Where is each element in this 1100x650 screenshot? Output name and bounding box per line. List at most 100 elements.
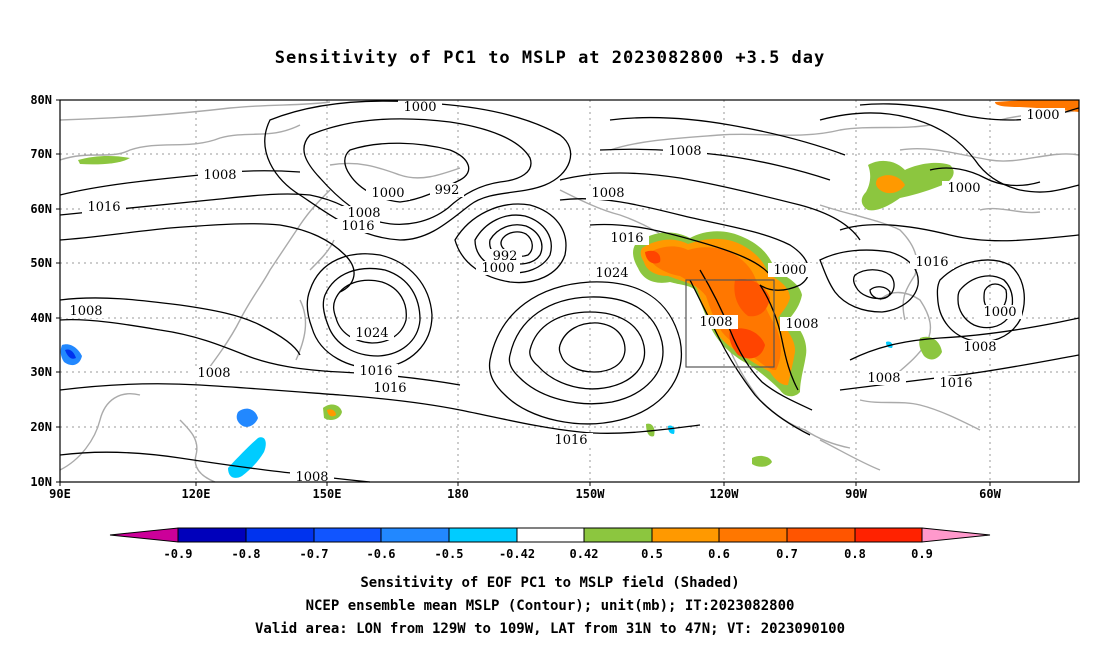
contour-label: 1000 — [1021, 108, 1065, 123]
svg-text:1008: 1008 — [591, 186, 624, 201]
contour-label: 1008 — [862, 371, 906, 386]
contour-label: 1016 — [82, 200, 126, 215]
colorbar-label: 0.9 — [911, 547, 933, 561]
colorbar-segment — [448, 527, 518, 543]
contour-label: 1008 — [198, 168, 242, 183]
lat-label: 30N — [30, 365, 52, 379]
contour-label: 1008 — [192, 366, 236, 381]
colorbar-segment — [583, 527, 653, 543]
lat-label: 10N — [30, 475, 52, 489]
lon-label: 150E — [313, 487, 342, 501]
svg-text:1008: 1008 — [963, 340, 996, 355]
colorbar: -0.9 -0.8 -0.7 -0.6 -0.5 -0.42 0.42 0.5 … — [109, 527, 991, 561]
lon-label: 120E — [182, 487, 211, 501]
contour-label: 1000 — [366, 186, 410, 201]
colorbar-label: 0.42 — [570, 547, 599, 561]
plot-frame — [59, 99, 1080, 483]
svg-text:1016: 1016 — [610, 231, 643, 246]
contour-label: 1008 — [342, 206, 386, 221]
svg-text:1000: 1000 — [983, 305, 1016, 320]
contour-label: 992 — [488, 249, 522, 264]
svg-text:1000: 1000 — [773, 263, 806, 278]
svg-text:1008: 1008 — [867, 371, 900, 386]
lat-label: 70N — [30, 147, 52, 161]
contour-label: 1008 — [694, 315, 738, 330]
svg-text:1008: 1008 — [295, 470, 328, 485]
contour-label: 1016 — [368, 381, 412, 396]
lon-label: 90W — [845, 487, 867, 501]
colorbar-label: -0.42 — [499, 547, 535, 561]
svg-text:1008: 1008 — [347, 206, 380, 221]
svg-text:1024: 1024 — [595, 266, 628, 281]
svg-text:1016: 1016 — [939, 376, 972, 391]
contour-label: 1008 — [780, 317, 824, 332]
contour-label: 1000 — [476, 261, 520, 276]
lon-label: 180 — [447, 487, 469, 501]
lat-axis-labels: 10N 20N 30N 40N 50N 60N 70N 80N — [30, 93, 52, 489]
colorbar-label: 0.8 — [844, 547, 866, 561]
colorbar-label: -0.6 — [367, 547, 396, 561]
lat-label: 50N — [30, 256, 52, 270]
svg-text:1016: 1016 — [341, 219, 374, 234]
colorbar-label: -0.8 — [232, 547, 261, 561]
contour-label: 1016 — [336, 219, 380, 234]
lat-label: 80N — [30, 93, 52, 107]
footer-line-3: Valid area: LON from 129W to 109W, LAT f… — [254, 621, 845, 637]
svg-text:1000: 1000 — [403, 100, 436, 115]
colorbar-segment — [718, 527, 788, 543]
svg-text:992: 992 — [435, 183, 460, 198]
contour-label: 1008 — [958, 340, 1002, 355]
colorbar-label: 0.6 — [708, 547, 730, 561]
colorbar-segment — [854, 527, 923, 543]
contour-label: 1008 — [64, 304, 108, 319]
svg-text:1016: 1016 — [87, 200, 120, 215]
contour-label: 1016 — [605, 231, 649, 246]
svg-text:1008: 1008 — [197, 366, 230, 381]
valid-area-box — [685, 279, 775, 368]
contour-label: 1008 — [663, 144, 707, 159]
svg-text:992: 992 — [493, 249, 518, 264]
svg-text:1008: 1008 — [203, 168, 236, 183]
colorbar-segment — [245, 527, 315, 543]
contour-label: 1008 — [290, 470, 334, 485]
contour-label: 1000 — [768, 263, 812, 278]
colorbar-low-triangle — [109, 527, 179, 543]
lon-axis-labels: 90E 120E 150E 180 150W 120W 90W 60W — [49, 487, 1001, 501]
svg-text:1008: 1008 — [69, 304, 102, 319]
contour-labels: 1000 1008 992 1008 1000 1008 1016 1008 1… — [64, 100, 1065, 485]
lon-label: 60W — [979, 487, 1001, 501]
svg-text:1024: 1024 — [355, 326, 388, 341]
contour-label: 1016 — [549, 433, 593, 448]
lon-label: 150W — [576, 487, 606, 501]
lat-label: 40N — [30, 311, 52, 325]
contour-label: 1016 — [354, 364, 398, 379]
svg-text:1000: 1000 — [371, 186, 404, 201]
map-title: Sensitivity of PC1 to MSLP at 2023082800… — [274, 48, 826, 68]
contour-label: 1000 — [398, 100, 442, 115]
contour-label: 1024 — [350, 326, 394, 341]
svg-text:1008: 1008 — [785, 317, 818, 332]
svg-text:1016: 1016 — [915, 255, 948, 270]
colorbar-segment — [380, 527, 450, 543]
plot-area — [60, 100, 1079, 482]
svg-text:1008: 1008 — [699, 315, 732, 330]
lat-label: 20N — [30, 420, 52, 434]
shaded-sensitivity — [60, 99, 1079, 478]
contour-label: 1000 — [978, 305, 1022, 320]
contour-label: 1024 — [590, 266, 634, 281]
colorbar-high-triangle — [921, 527, 991, 543]
colorbar-segment — [313, 527, 382, 543]
contour-label: 1008 — [586, 186, 630, 201]
colorbar-label: -0.9 — [164, 547, 193, 561]
contour-label: 1000 — [942, 181, 986, 196]
svg-text:1008: 1008 — [668, 144, 701, 159]
svg-text:1000: 1000 — [1026, 108, 1059, 123]
colorbar-label: -0.5 — [435, 547, 464, 561]
axis-ticks — [56, 99, 991, 486]
lon-label: 90E — [49, 487, 71, 501]
colorbar-label: -0.7 — [300, 547, 329, 561]
footer-line-1: Sensitivity of EOF PC1 to MSLP field (Sh… — [360, 575, 740, 591]
colorbar-segment — [651, 527, 720, 543]
contour-label: 1016 — [934, 376, 978, 391]
